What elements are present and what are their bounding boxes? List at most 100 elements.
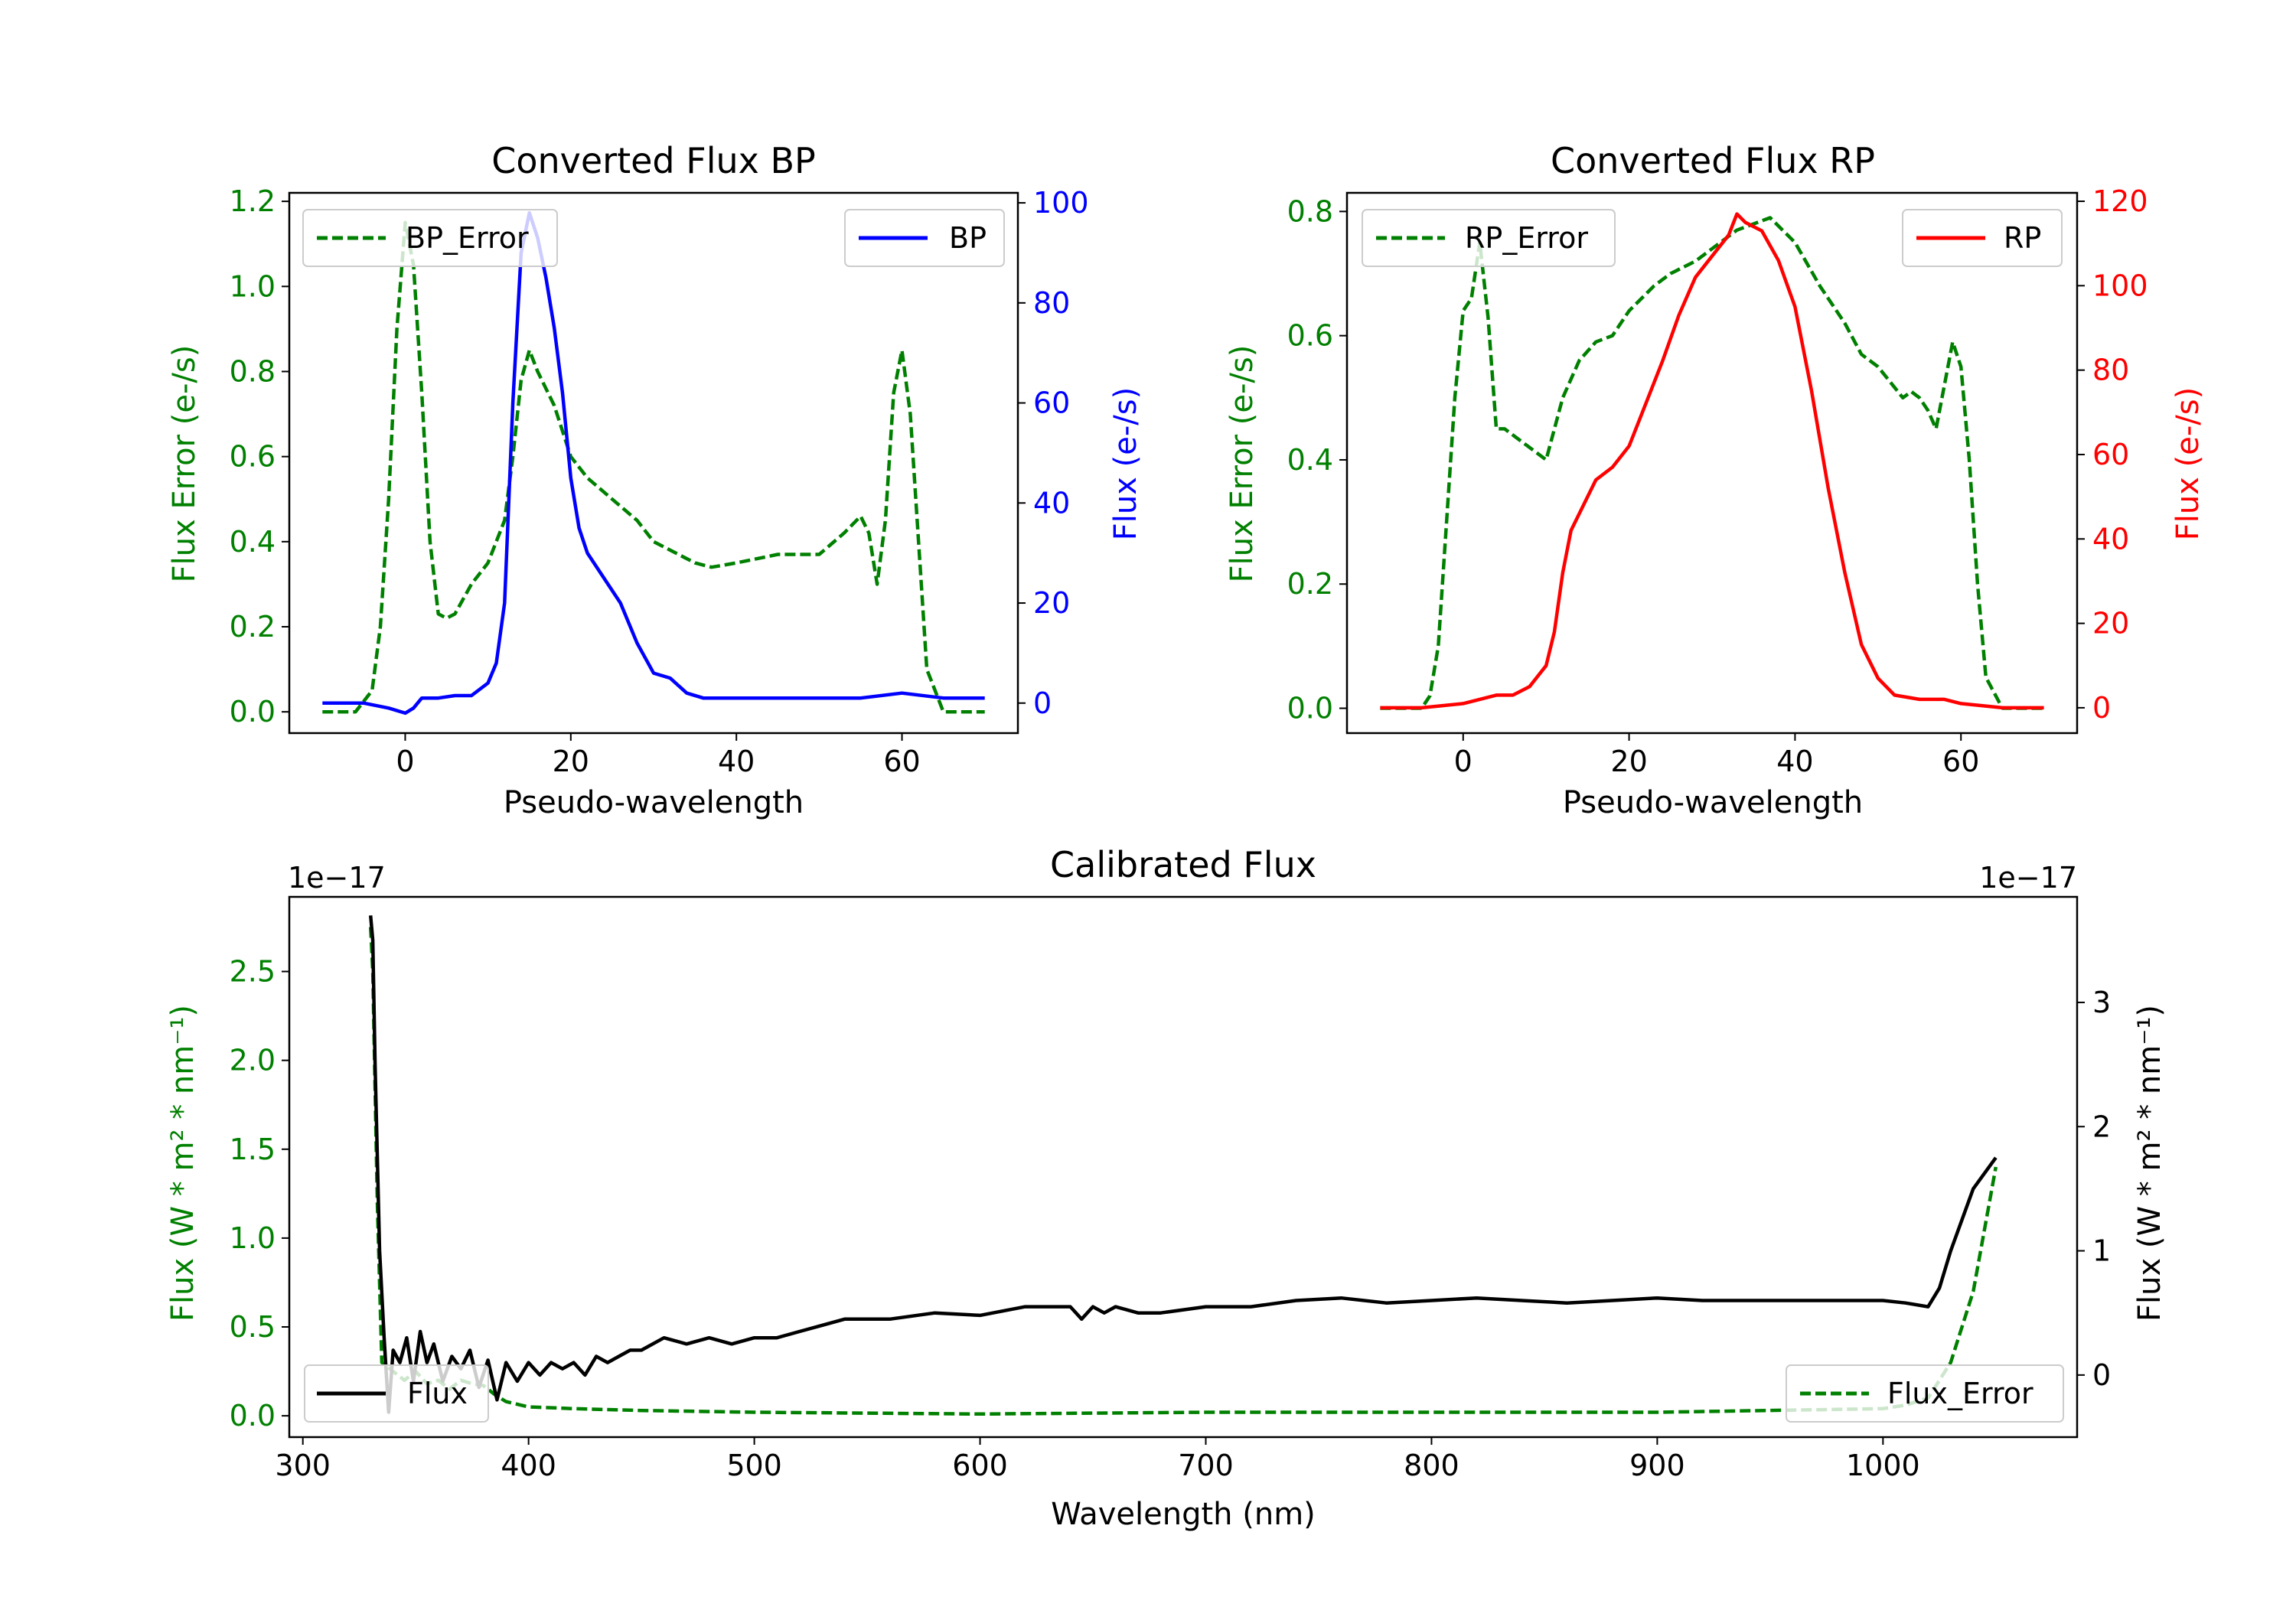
bp-legend-error-label: BP_Error <box>406 221 529 255</box>
rp-y-right-tick-label: 20 <box>2092 607 2129 641</box>
bp-y-right-tick-label: 20 <box>1033 586 1070 620</box>
calibrated-y-right-tick-label: 1 <box>2092 1234 2111 1268</box>
rp-legend-error-label: RP_Error <box>1465 221 1588 255</box>
bp-y-right-tick-label: 80 <box>1033 286 1070 320</box>
calibrated-x-tick-label: 500 <box>726 1449 782 1482</box>
bp-y-left-tick-label: 0.4 <box>230 525 276 559</box>
rp-y-right-tick-label: 80 <box>2092 354 2129 387</box>
bp-y-right-tick-label: 60 <box>1033 386 1070 420</box>
calibrated-y-left-tick-label: 0.0 <box>230 1399 276 1433</box>
rp-ylabel-left: Flux Error (e-/s) <box>1225 345 1260 583</box>
rp-x-tick-label: 20 <box>1610 745 1647 778</box>
rp-y-left-tick-label: 0.2 <box>1287 567 1333 601</box>
calibrated-y-left-tick-label: 0.5 <box>230 1310 276 1344</box>
rp-y-right-tick-label: 40 <box>2092 522 2129 556</box>
bp-y-left-tick-label: 0.0 <box>230 695 276 729</box>
rp-x-tick-label: 60 <box>1942 745 1979 778</box>
rp-y-left-tick-label: 0.6 <box>1287 319 1333 353</box>
rp-x-tick-label: 0 <box>1454 745 1473 778</box>
calibrated-series <box>368 915 1998 1416</box>
bp-y-left-tick-label: 1.2 <box>230 184 276 218</box>
rp-x-ticks: 0 20 40 60 <box>1454 733 1979 778</box>
bp-legend-left: BP_Error <box>302 209 558 267</box>
bp-x-tick-label: 40 <box>718 745 755 778</box>
calibrated-x-tick-label: 600 <box>952 1449 1008 1482</box>
bp-y-left-tick-label: 0.6 <box>230 440 276 474</box>
bp-xlabel: Pseudo-wavelength <box>504 785 804 820</box>
calibrated-y-left-tick-label: 1.0 <box>230 1221 276 1255</box>
rp-series-rp <box>1380 212 2044 710</box>
bp-y-left-tick-label: 1.0 <box>230 269 276 303</box>
bp-x-ticks: 0 20 40 60 <box>396 733 921 778</box>
rp-y-left-tick-label: 0.0 <box>1287 692 1333 725</box>
calibrated-x-tick-label: 1000 <box>1846 1449 1920 1482</box>
rp-y-ticks-left: 0.0 0.2 0.4 0.6 0.8 <box>1287 194 1347 725</box>
rp-y-left-tick-label: 0.4 <box>1287 443 1333 477</box>
bp-y-ticks-left: 0.0 0.2 0.4 0.6 0.8 1.0 1.2 <box>230 184 289 729</box>
bp-y-right-tick-label: 0 <box>1033 686 1052 720</box>
bp-y-left-tick-label: 0.2 <box>230 610 276 644</box>
calibrated-x-tick-label: 700 <box>1178 1449 1234 1482</box>
calibrated-y-right-tick-label: 0 <box>2092 1358 2111 1392</box>
calibrated-x-tick-label: 300 <box>275 1449 331 1482</box>
calibrated-series-flux <box>368 915 1998 1414</box>
calibrated-offset-right: 1e−17 <box>1979 861 2077 895</box>
rp-title: Converted Flux RP <box>1551 140 1875 181</box>
bp-x-tick-label: 60 <box>883 745 920 778</box>
bp-y-right-tick-label: 100 <box>1033 186 1089 220</box>
rp-y-ticks-right: 0 20 40 60 80 100 120 <box>2077 184 2148 725</box>
calibrated-legend-error-label: Flux_Error <box>1887 1377 2033 1410</box>
rp-y-right-tick-label: 60 <box>2092 438 2129 471</box>
bp-axes-frame <box>288 191 1019 735</box>
calibrated-legend-right: Flux_Error <box>1786 1364 2064 1423</box>
rp-xlabel: Pseudo-wavelength <box>1563 785 1863 820</box>
calibrated-y-left-tick-label: 2.0 <box>230 1044 276 1077</box>
calibrated-x-tick-label: 900 <box>1629 1449 1685 1482</box>
bp-series-bp-error <box>322 220 985 714</box>
rp-y-left-tick-label: 0.8 <box>1287 194 1333 228</box>
calibrated-ylabel-right: Flux (W * m² * nm⁻¹) <box>2132 1005 2167 1322</box>
rp-axes-frame <box>1345 191 2079 735</box>
calibrated-title: Calibrated Flux <box>1050 844 1316 885</box>
bp-series <box>322 210 985 715</box>
calibrated-panel: Calibrated Flux Wavelength (nm) Flux (W … <box>165 844 2167 1532</box>
bp-ylabel-left: Flux Error (e-/s) <box>167 345 202 583</box>
bp-y-left-tick-label: 0.8 <box>230 354 276 388</box>
bp-y-ticks-right: 0 20 40 60 80 100 <box>1018 186 1089 720</box>
calibrated-x-ticks: 300 400 500 600 700 800 900 1000 <box>275 1437 1920 1482</box>
rp-legend-right: RP <box>1902 209 2063 267</box>
rp-y-right-tick-label: 0 <box>2092 691 2111 725</box>
calibrated-x-tick-label: 800 <box>1404 1449 1459 1482</box>
bp-legend-right: BP <box>844 209 1005 267</box>
calibrated-y-ticks-right: 0 1 2 3 <box>2077 986 2111 1392</box>
calibrated-legend-flux-label: Flux <box>407 1377 468 1410</box>
rp-y-right-tick-label: 120 <box>2092 184 2148 218</box>
bp-series-bp <box>322 210 985 715</box>
calibrated-series-flux-error <box>368 927 1998 1416</box>
rp-panel: Converted Flux RP Pseudo-wavelength Flux… <box>1225 140 2206 820</box>
rp-series <box>1380 212 2044 710</box>
bp-x-tick-label: 0 <box>396 745 414 778</box>
bp-legend-flux-label: BP <box>949 221 987 255</box>
calibrated-legend-left: Flux <box>304 1364 489 1423</box>
calibrated-y-left-tick-label: 1.5 <box>230 1133 276 1166</box>
rp-legend-left: RP_Error <box>1362 209 1616 267</box>
calibrated-ylabel-left: Flux (W * m² * nm⁻¹) <box>165 1005 201 1322</box>
bp-x-tick-label: 20 <box>553 745 589 778</box>
rp-ylabel-right: Flux (e-/s) <box>2170 387 2206 540</box>
calibrated-x-tick-label: 400 <box>501 1449 556 1482</box>
rp-series-rp-error <box>1380 216 2044 710</box>
bp-ylabel-right: Flux (e-/s) <box>1108 387 1143 540</box>
calibrated-axes-frame <box>288 895 2079 1439</box>
rp-y-right-tick-label: 100 <box>2092 269 2148 302</box>
bp-y-right-tick-label: 40 <box>1033 486 1070 520</box>
calibrated-y-left-tick-label: 2.5 <box>230 955 276 989</box>
calibrated-y-right-tick-label: 2 <box>2092 1110 2111 1143</box>
rp-x-tick-label: 40 <box>1776 745 1813 778</box>
bp-panel: Converted Flux BP Pseudo-wavelength Flux… <box>167 140 1143 820</box>
calibrated-xlabel: Wavelength (nm) <box>1051 1497 1316 1532</box>
bp-title: Converted Flux BP <box>491 140 816 181</box>
calibrated-offset-left: 1e−17 <box>288 861 386 895</box>
rp-legend-flux-label: RP <box>2004 221 2041 255</box>
